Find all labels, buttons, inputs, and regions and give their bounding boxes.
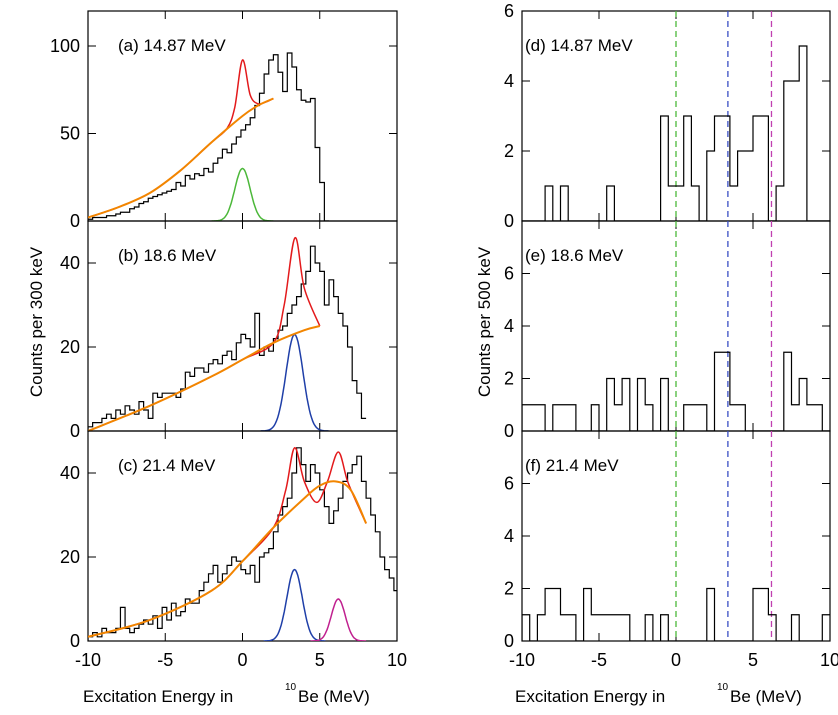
- panel-c: 0 20 40 -10 -5 0 5 10 (c) 21.4 MeV: [60, 430, 407, 670]
- y-tick-label: 2: [504, 369, 514, 389]
- y-tick-label: 0: [504, 211, 514, 231]
- y-tick-label: 4: [504, 526, 514, 546]
- y-tick-label: 6: [504, 474, 514, 494]
- y-tick-label: 0: [70, 421, 80, 441]
- histogram-b: [88, 245, 367, 431]
- panel-b: 0 20 40 (b) 18.6 MeV: [60, 220, 398, 441]
- left-x-label-sup: 10: [285, 682, 297, 693]
- peak-ground-state-a: [211, 167, 274, 221]
- panel-label-a: (a) 14.87 MeV: [118, 36, 226, 55]
- panel-e: 0 2 4 6 (e) 18.6 MeV: [504, 220, 831, 441]
- y-tick-label: 0: [70, 211, 80, 231]
- histogram-d: [522, 45, 830, 221]
- histogram-a: [88, 52, 330, 221]
- right-x-label-sup: 10: [717, 682, 729, 693]
- right-x-axis-label: Excitation Energy in 10 Be (MeV): [515, 682, 802, 706]
- y-tick-label: 0: [70, 631, 80, 651]
- total-fit-curve-c: [88, 447, 367, 638]
- y-tick-label: 2: [504, 141, 514, 161]
- right-x-label-main: Excitation Energy in: [515, 687, 665, 706]
- y-tick-label: 0: [504, 421, 514, 441]
- panel-a: 0 50 100 (a) 14.87 MeV: [50, 10, 398, 231]
- total-fit-curve-b: [88, 237, 321, 431]
- y-tick-label: 40: [60, 253, 80, 273]
- plot-area-c: [88, 447, 397, 641]
- x-tick-label: 0: [237, 650, 247, 670]
- y-tick-label: 50: [60, 124, 80, 144]
- y-tick-label: 6: [504, 264, 514, 284]
- total-fit-curve-a: [88, 59, 274, 219]
- x-tick-label: 10: [820, 650, 838, 670]
- right-x-label-unit: Be (MeV): [730, 687, 802, 706]
- plot-area-e: [522, 221, 830, 431]
- x-tick-label: 5: [748, 650, 758, 670]
- y-tick-label: 40: [60, 463, 80, 483]
- plot-area-f: [522, 431, 830, 641]
- left-x-label-unit: Be (MeV): [298, 687, 370, 706]
- background-curve-c: [88, 480, 368, 638]
- x-tick-label: 10: [387, 650, 407, 670]
- histogram-e: [522, 351, 830, 431]
- x-tick-label: -5: [157, 650, 173, 670]
- y-tick-label: 0: [504, 631, 514, 651]
- panel-label-e: (e) 18.6 MeV: [525, 246, 624, 265]
- background-curve-b: [88, 325, 321, 431]
- x-tick-label: -5: [591, 650, 607, 670]
- panel-label-d: (d) 14.87 MeV: [525, 36, 633, 55]
- panel-label-c: (c) 21.4 MeV: [118, 456, 216, 475]
- plot-area-b: [88, 237, 367, 431]
- y-tick-label: 4: [504, 71, 514, 91]
- y-tick-label: 2: [504, 579, 514, 599]
- y-tick-label: 20: [60, 337, 80, 357]
- y-tick-label: 100: [50, 36, 80, 56]
- x-tick-label: -10: [75, 650, 101, 670]
- plot-area-a: [88, 52, 330, 221]
- background-curve-a: [88, 97, 274, 219]
- y-tick-label: 4: [504, 316, 514, 336]
- x-tick-label: 0: [671, 650, 681, 670]
- y-tick-label: 20: [60, 547, 80, 567]
- peak-state-6-c: [310, 598, 367, 641]
- left-x-label-main: Excitation Energy in: [83, 687, 233, 706]
- plot-area-d: [522, 11, 830, 221]
- panel-label-f: (f) 21.4 MeV: [525, 456, 619, 475]
- panel-d: 0 2 4 6 (d) 14.87 MeV: [504, 1, 831, 231]
- x-tick-label: -10: [509, 650, 535, 670]
- y-tick-label: 6: [504, 1, 514, 21]
- right-y-axis-label: Counts per 500 keV: [475, 246, 494, 397]
- left-y-axis-label: Counts per 300 keV: [27, 246, 46, 397]
- histogram-f: [522, 587, 830, 641]
- x-tick-label: 5: [315, 650, 325, 670]
- peak-state-3-37-c: [263, 568, 326, 641]
- peak-state-3-37-b: [260, 333, 329, 431]
- histogram-c: [88, 447, 397, 641]
- left-x-axis-label: Excitation Energy in 10 Be (MeV): [83, 682, 370, 706]
- panel-f: 0 2 4 6 -10 -5 0 5 10 (f) 21.4 MeV: [504, 430, 838, 670]
- panel-label-b: (b) 18.6 MeV: [118, 246, 217, 265]
